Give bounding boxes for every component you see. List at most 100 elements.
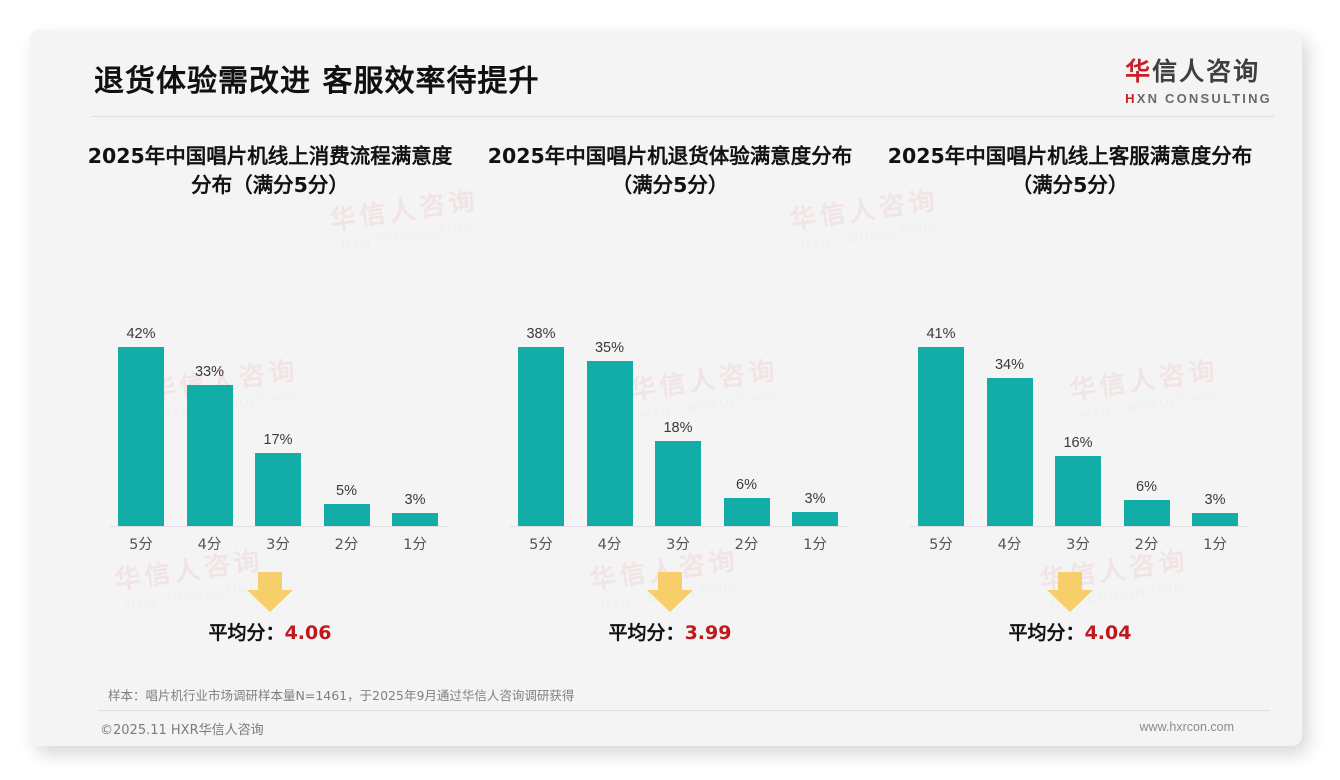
sample-note: 样本：唱片机行业市场调研样本量N=1461，于2025年9月通过华信人咨询调研获… — [108, 688, 575, 703]
bar-item[interactable]: 6% — [1118, 298, 1176, 526]
bar-value-label: 5% — [336, 483, 357, 499]
bar[interactable] — [918, 347, 964, 526]
bar-value-label: 6% — [1136, 479, 1157, 495]
average-line: 平均分：4.06 — [70, 618, 470, 645]
bar-item[interactable]: 41% — [912, 298, 970, 526]
x-tick-label: 4分 — [997, 537, 1022, 553]
bar-item[interactable]: 3% — [786, 298, 844, 526]
logo-english-rest: XN CONSULTING — [1136, 91, 1272, 106]
logo-chinese: 华信人咨询 — [1125, 52, 1272, 88]
x-tick-label: 4分 — [197, 537, 222, 553]
average-annotation: 平均分：4.06 — [70, 572, 470, 645]
down-arrow-icon — [247, 572, 293, 612]
bar-item[interactable]: 3% — [386, 298, 444, 526]
bar[interactable] — [186, 385, 233, 526]
bar[interactable] — [1192, 513, 1238, 526]
bar-value-label: 33% — [194, 364, 225, 380]
average-label: 平均分： — [1008, 622, 1085, 644]
chart-panel-return-experience: 2025年中国唱片机退货体验满意度分布（满分5分） 38% 35% 18% — [470, 142, 870, 682]
chart-title: 2025年中国唱片机退货体验满意度分布（满分5分） — [487, 144, 853, 198]
bar[interactable] — [392, 513, 438, 526]
x-tick-label: 3分 — [266, 537, 290, 553]
bar-value-label: 18% — [663, 420, 693, 436]
footer-divider — [98, 710, 1270, 711]
x-tick-label: 1分 — [1203, 537, 1227, 553]
bar[interactable] — [586, 361, 633, 526]
x-tick-label: 1分 — [803, 537, 827, 553]
bar-item[interactable]: 6% — [718, 298, 776, 526]
bar-item[interactable]: 42% — [112, 298, 170, 526]
average-line: 平均分：4.04 — [870, 618, 1270, 645]
bar-value-label: 41% — [926, 326, 956, 342]
charts-row: 2025年中国唱片机线上消费流程满意度分布（满分5分） 42% 33% 17% — [70, 142, 1270, 682]
bar-group: 42% 33% 17% 5% — [112, 298, 444, 526]
bar-chart: 42% 33% 17% 5% — [70, 260, 470, 560]
chart-title: 2025年中国唱片机线上消费流程满意度分布（满分5分） — [87, 144, 453, 198]
slide-card: 华信人咨询 HXN CONSULTING 华信人咨询 HXN CONSULTIN… — [30, 30, 1302, 746]
bar-item[interactable]: 33% — [181, 298, 239, 526]
header-divider — [92, 116, 1274, 117]
bar-value-label: 6% — [736, 477, 757, 493]
x-tick-label: 1分 — [403, 537, 427, 553]
average-value: 4.06 — [284, 622, 332, 644]
slide-footer: ©2025.11 HXR华信人咨询 www.hxrcon.com — [30, 711, 1302, 746]
bar-value-label: 34% — [994, 357, 1025, 373]
bar[interactable] — [255, 453, 301, 526]
x-tick-label: 2分 — [1134, 537, 1159, 553]
x-axis-line — [110, 526, 448, 527]
copyright-text: ©2025.11 HXR华信人咨询 — [100, 723, 264, 738]
bar-value-label: 3% — [404, 492, 426, 508]
average-line: 平均分：3.99 — [470, 618, 870, 645]
x-tick-label: 5分 — [929, 537, 953, 553]
bar-item[interactable]: 3% — [1186, 298, 1244, 526]
bar-item[interactable]: 18% — [649, 298, 707, 526]
brand-logo: 华信人咨询 HXN CONSULTING — [1125, 52, 1272, 106]
bar[interactable] — [1123, 500, 1170, 526]
bar[interactable] — [118, 347, 164, 526]
average-annotation: 平均分：3.99 — [470, 572, 870, 645]
x-axis-line — [910, 526, 1248, 527]
x-axis-labels: 5分 4分 3分 2分 1分 — [112, 533, 444, 554]
page-title: 退货体验需改进 客服效率待提升 — [94, 64, 540, 99]
chart-panel-consumption-flow: 2025年中国唱片机线上消费流程满意度分布（满分5分） 42% 33% 17% — [70, 142, 470, 682]
x-tick-label: 2分 — [334, 537, 359, 553]
bar-group: 41% 34% 16% 6% — [912, 298, 1244, 526]
x-axis-line — [510, 526, 848, 527]
bar-item[interactable]: 35% — [581, 298, 639, 526]
bar[interactable] — [518, 347, 564, 526]
down-arrow-icon — [647, 572, 693, 612]
chart-panel-customer-service: 2025年中国唱片机线上客服满意度分布（满分5分） 41% 34% 16% — [870, 142, 1270, 682]
x-axis-labels: 5分 4分 3分 2分 1分 — [512, 533, 844, 554]
logo-chinese-rest: 信人咨询 — [1152, 57, 1261, 86]
bar[interactable] — [723, 498, 770, 526]
website-link[interactable]: www.hxrcon.com — [1139, 720, 1234, 734]
logo-english: HXN CONSULTING — [1125, 91, 1272, 106]
bar[interactable] — [792, 512, 838, 526]
average-value: 4.04 — [1084, 622, 1132, 644]
chart-title: 2025年中国唱片机线上客服满意度分布（满分5分） — [887, 144, 1253, 198]
bar[interactable] — [323, 504, 370, 526]
bar-value-label: 38% — [526, 326, 556, 342]
bar-value-label: 16% — [1063, 435, 1093, 451]
bar-item[interactable]: 17% — [249, 298, 307, 526]
bar[interactable] — [655, 441, 701, 526]
x-tick-label: 5分 — [129, 537, 153, 553]
bar-value-label: 3% — [1204, 492, 1226, 508]
bar-item[interactable]: 16% — [1049, 298, 1107, 526]
bar-chart: 41% 34% 16% 6% — [870, 260, 1270, 560]
bar-value-label: 17% — [263, 432, 293, 448]
average-label: 平均分： — [608, 622, 685, 644]
logo-english-accent: H — [1125, 91, 1137, 106]
average-label: 平均分： — [208, 622, 285, 644]
x-tick-label: 3分 — [1066, 537, 1090, 553]
bar-item[interactable]: 34% — [981, 298, 1039, 526]
logo-chinese-accent: 华 — [1125, 57, 1153, 86]
bar-item[interactable]: 5% — [318, 298, 376, 526]
bar-item[interactable]: 38% — [512, 298, 570, 526]
bar-value-label: 42% — [126, 326, 156, 342]
x-tick-label: 5分 — [529, 537, 553, 553]
x-tick-label: 4分 — [597, 537, 622, 553]
bar[interactable] — [1055, 456, 1101, 526]
bar[interactable] — [986, 378, 1033, 526]
down-arrow-icon — [1047, 572, 1093, 612]
